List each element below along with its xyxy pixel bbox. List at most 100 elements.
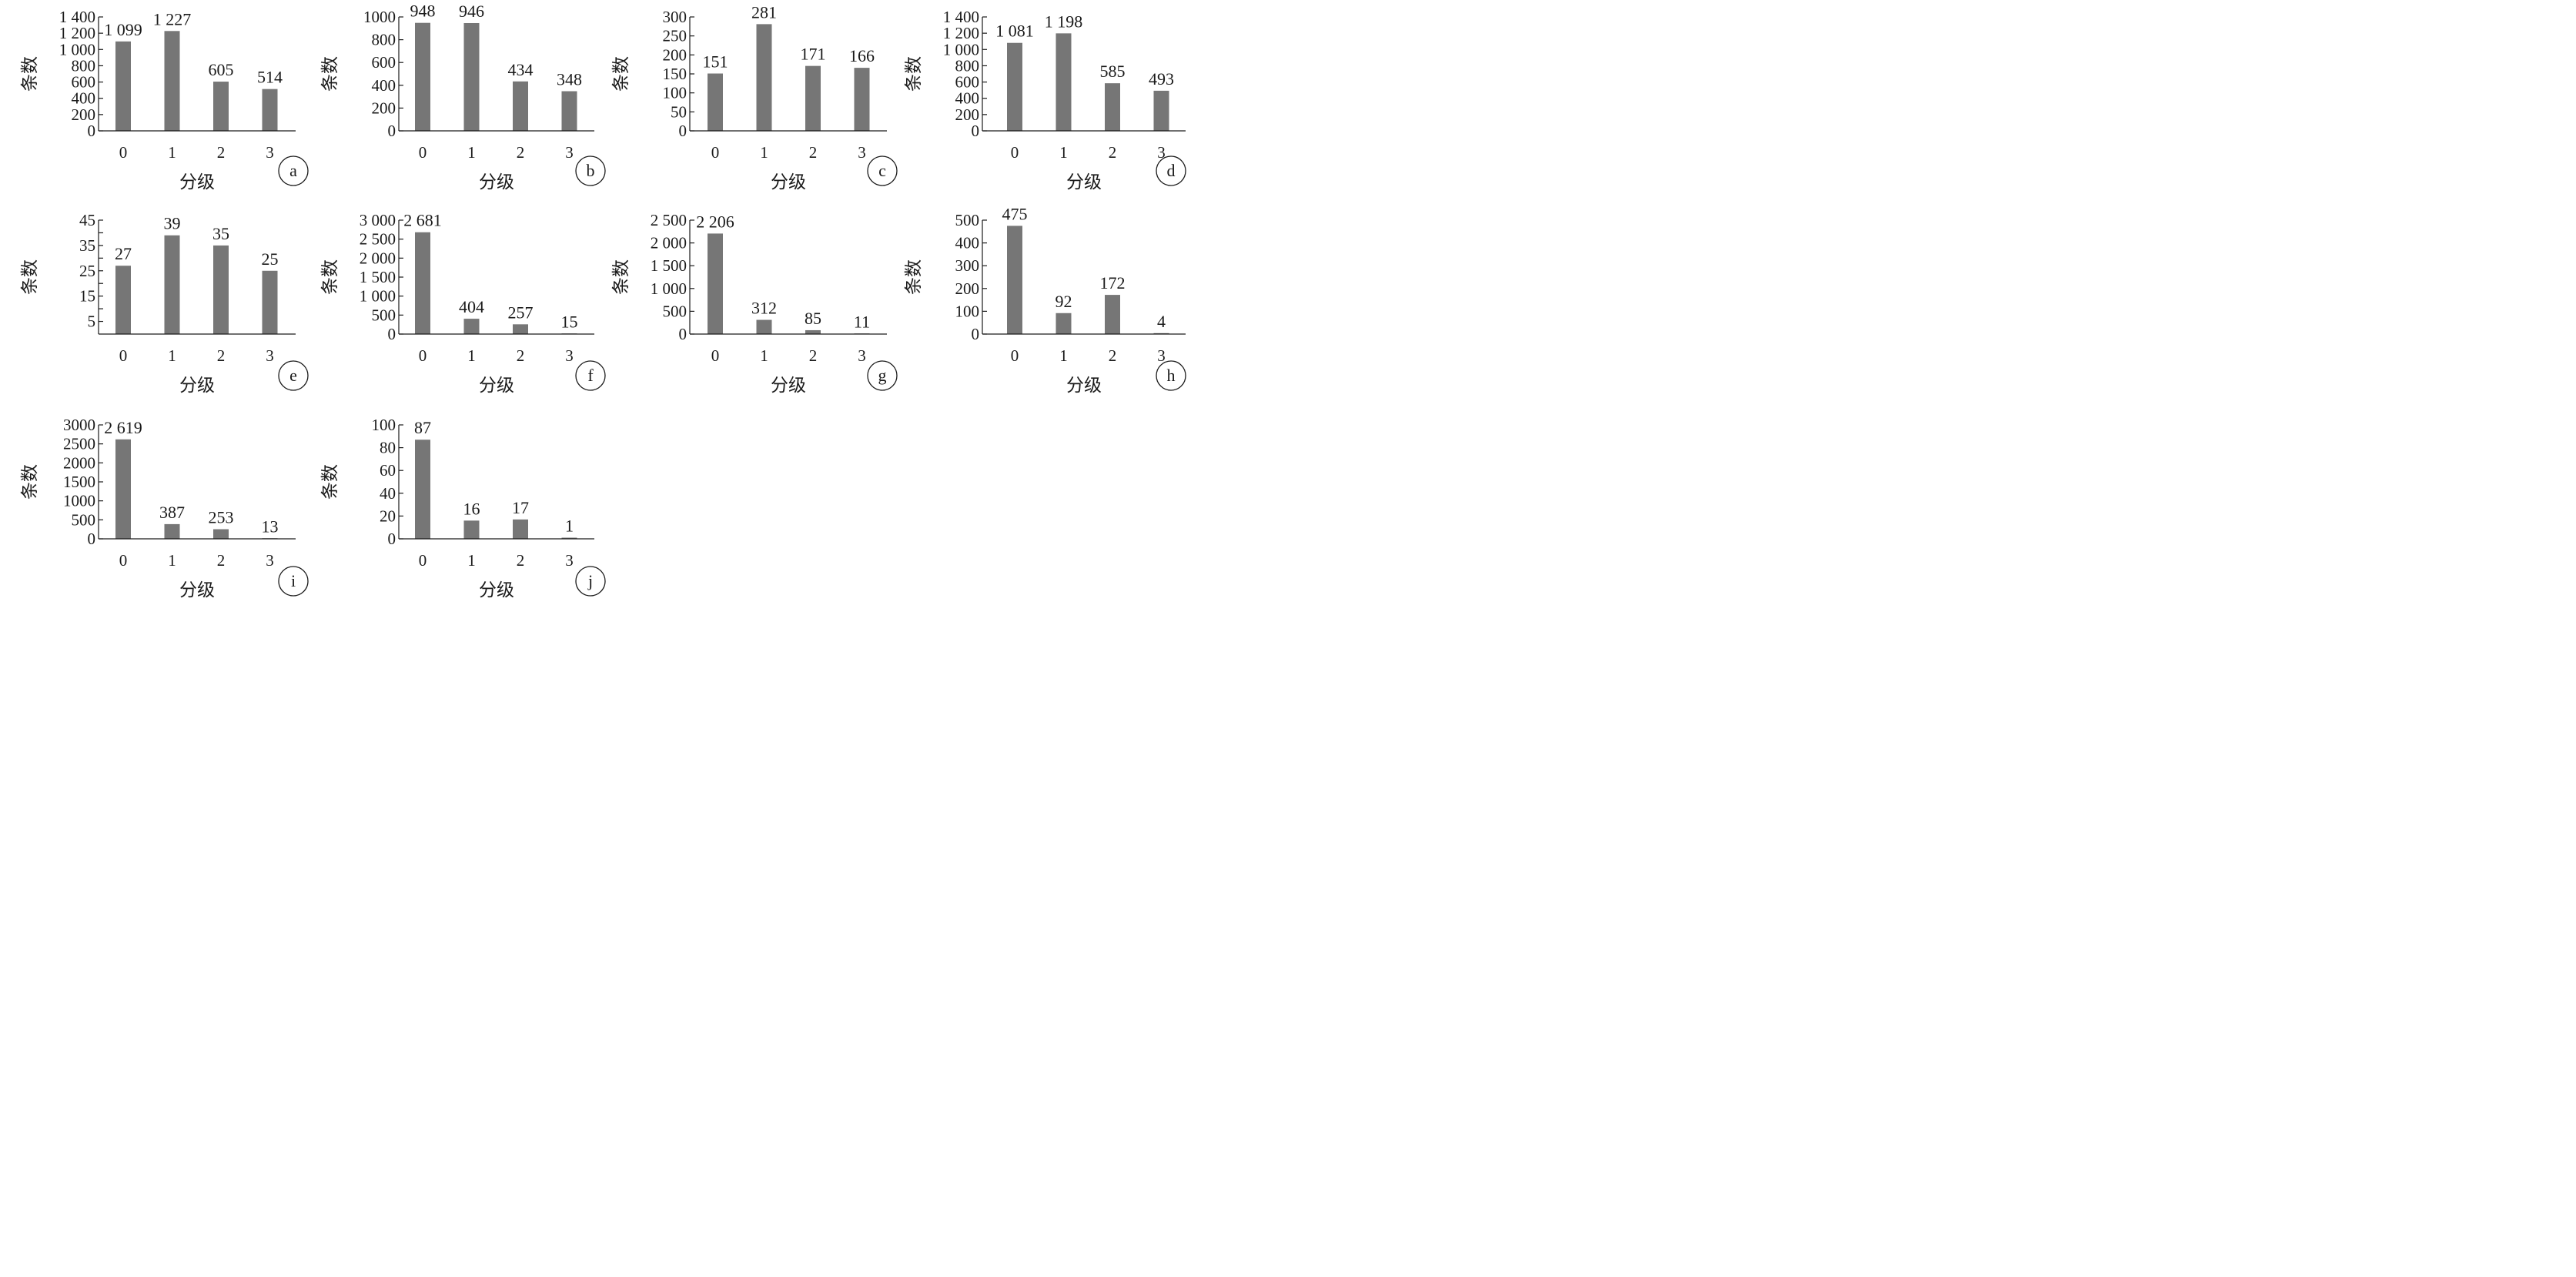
ytick-label-c: 100: [663, 84, 687, 102]
bar-c-3: [854, 68, 870, 131]
ytick-label-c: 50: [671, 102, 687, 121]
data-label-e-1: 39: [164, 214, 181, 233]
data-label-c-3: 166: [849, 46, 875, 65]
ytick-label-a: 1 000: [59, 40, 95, 59]
data-label-e-0: 27: [115, 244, 132, 263]
xtick-label-j-1: 1: [467, 551, 476, 570]
bar-e-1: [164, 235, 180, 334]
panel-label-circle-h: [1156, 360, 1186, 391]
xtick-label-i-0: 0: [119, 551, 128, 570]
xtick-label-h-0: 0: [1011, 346, 1019, 365]
x-axis-title-d: 分级: [1066, 172, 1102, 192]
data-label-h-0: 475: [1002, 204, 1028, 223]
ytick-label-f: 2 500: [360, 230, 396, 249]
ytick-label-g: 0: [679, 325, 687, 343]
panel-label-a: a: [289, 161, 297, 180]
panel-label-circle-d: [1156, 155, 1186, 186]
ytick-label-i: 500: [72, 510, 96, 529]
data-label-i-0: 2 619: [104, 418, 142, 437]
ytick-label-f: 0: [388, 325, 396, 343]
bar-e-0: [115, 266, 131, 334]
data-label-a-0: 1 099: [104, 20, 142, 39]
ytick-label-c: 150: [663, 65, 687, 83]
ytick-label-i: 1000: [63, 492, 95, 510]
y-axis-title-e: 条数: [20, 259, 40, 295]
bar-f-2: [513, 324, 528, 334]
data-label-j-3: 1: [565, 516, 574, 536]
panel-label-f: f: [587, 366, 594, 385]
data-label-c-1: 281: [751, 2, 777, 22]
bar-d-2: [1105, 83, 1120, 131]
bar-a-2: [213, 82, 229, 131]
data-label-a-2: 605: [209, 60, 234, 79]
bar-d-1: [1055, 33, 1072, 131]
xtick-label-a-1: 1: [168, 143, 176, 162]
data-label-b-0: 948: [410, 2, 436, 21]
data-label-i-3: 13: [262, 516, 279, 536]
chart-panel-h: 0 100 200 300 400 500 0 1 2 3 475 92 172 4 分级 条数 h: [904, 204, 1186, 396]
ytick-label-c: 0: [679, 122, 687, 140]
ytick-label-e: 25: [79, 262, 95, 280]
xtick-label-h-2: 2: [1109, 346, 1117, 365]
ytick-label-j: 20: [380, 506, 396, 525]
ytick-label-j: 60: [380, 461, 396, 480]
bar-h-0: [1007, 226, 1022, 334]
ytick-label-g: 2 500: [651, 211, 687, 229]
bar-b-1: [463, 22, 480, 131]
data-label-g-2: 85: [805, 309, 821, 328]
ytick-label-j: 80: [380, 439, 396, 457]
ytick-label-h: 500: [955, 211, 980, 229]
ytick-label-f: 500: [372, 306, 396, 324]
data-label-d-0: 1 081: [995, 22, 1034, 41]
data-label-a-3: 514: [257, 68, 283, 87]
ytick-label-b: 0: [388, 122, 396, 140]
xtick-label-e-0: 0: [119, 346, 128, 365]
y-axis-title-j: 条数: [320, 464, 340, 500]
ytick-label-d: 800: [955, 56, 980, 75]
ytick-label-h: 0: [972, 325, 980, 343]
panel-label-h: h: [1167, 366, 1176, 385]
ytick-label-a: 600: [72, 73, 96, 92]
xtick-label-d-1: 1: [1059, 143, 1068, 162]
y-axis-title-b: 条数: [320, 56, 340, 92]
xtick-label-c-0: 0: [711, 143, 720, 162]
data-label-h-1: 92: [1055, 292, 1072, 311]
xtick-label-j-0: 0: [419, 551, 427, 570]
x-axis-title-f: 分级: [479, 376, 514, 396]
bar-i-1: [164, 523, 180, 539]
bar-g-1: [756, 319, 772, 334]
ytick-label-g: 500: [663, 302, 687, 320]
bar-g-2: [805, 329, 821, 334]
ytick-label-b: 400: [372, 76, 396, 95]
ytick-label-e: 15: [79, 287, 95, 306]
bar-f-0: [415, 232, 430, 334]
ytick-label-b: 800: [372, 31, 396, 49]
ytick-label-f: 1 000: [360, 287, 396, 306]
xtick-label-j-3: 3: [565, 551, 574, 570]
panel-label-b: b: [587, 161, 595, 180]
data-label-h-2: 172: [1100, 273, 1126, 293]
data-label-j-1: 16: [463, 499, 480, 518]
x-axis-title-i: 分级: [179, 580, 215, 600]
data-label-d-3: 493: [1149, 69, 1174, 89]
x-axis-title-j: 分级: [479, 580, 514, 600]
xtick-label-b-1: 1: [467, 143, 476, 162]
xtick-label-c-2: 2: [809, 143, 818, 162]
xtick-label-b-3: 3: [565, 143, 574, 162]
x-axis-title-c: 分级: [771, 172, 806, 192]
data-label-i-2: 253: [209, 508, 234, 527]
bar-j-2: [513, 519, 528, 539]
ytick-label-f: 1 500: [360, 268, 396, 286]
ytick-label-d: 0: [972, 122, 980, 140]
bar-e-3: [262, 270, 278, 334]
panel-label-circle-j: [575, 566, 606, 597]
y-axis-title-f: 条数: [320, 259, 340, 295]
panel-label-g: g: [878, 366, 887, 385]
xtick-label-d-0: 0: [1011, 143, 1019, 162]
data-label-e-2: 35: [212, 224, 229, 243]
xtick-label-b-2: 2: [517, 143, 525, 162]
ytick-label-i: 2000: [63, 453, 95, 472]
xtick-label-h-1: 1: [1059, 346, 1068, 365]
xtick-label-a-3: 3: [266, 143, 274, 162]
